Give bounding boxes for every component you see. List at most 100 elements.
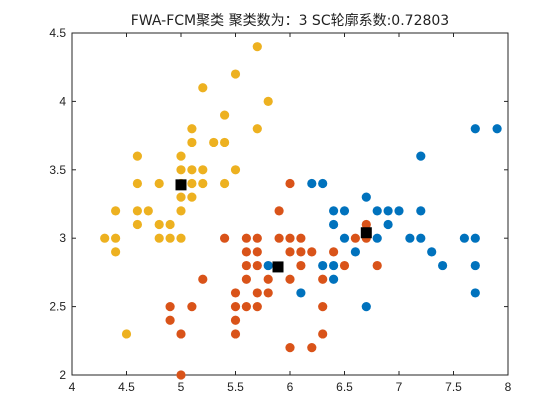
data-point-cluster-2: [296, 247, 306, 257]
data-point-cluster-1: [132, 219, 142, 230]
x-tick-label: 4: [69, 380, 76, 394]
data-point-cluster-1: [154, 178, 164, 189]
data-point-cluster-2: [220, 233, 230, 243]
data-point-cluster-2: [263, 274, 273, 284]
x-tick-label: 5.5: [227, 380, 244, 394]
data-point-cluster-1: [198, 165, 208, 175]
data-point-cluster-2: [296, 260, 306, 271]
data-point-cluster-1: [252, 42, 262, 52]
data-point-cluster-1: [176, 206, 186, 216]
x-tick-label: 5: [178, 380, 185, 394]
plot-area: 4 4.5 5 5.5 6 6.5 7 7.5 8 2 2.5 3 3.5 4 4.5: [49, 26, 511, 394]
data-point-cluster-3: [361, 192, 371, 202]
data-point-cluster-3: [350, 247, 360, 257]
data-point-cluster-1: [132, 151, 142, 161]
data-point-cluster-3: [416, 206, 426, 216]
data-point-cluster-2: [318, 302, 328, 312]
data-point-cluster-2: [230, 315, 241, 325]
data-point-cluster-2: [285, 233, 295, 243]
data-point-cluster-3: [492, 124, 502, 134]
data-point-cluster-3: [470, 124, 480, 134]
data-point-cluster-3: [361, 302, 371, 312]
x-tick-label: 4.5: [118, 380, 135, 394]
data-point-cluster-2: [176, 370, 186, 380]
y-tick-label: 2: [59, 368, 66, 382]
data-point-cluster-1: [198, 83, 208, 93]
data-point-cluster-3: [372, 233, 382, 243]
data-point-cluster-3: [470, 233, 480, 243]
data-point-cluster-2: [274, 233, 284, 243]
data-point-cluster-2: [372, 260, 382, 271]
data-point-cluster-1: [187, 165, 197, 175]
data-point-cluster-2: [165, 302, 175, 312]
data-point-cluster-1: [143, 206, 153, 216]
data-point-cluster-1: [187, 137, 197, 148]
data-point-cluster-2: [252, 288, 262, 298]
chart-title: FWA-FCM聚类 聚类数为：3 SC轮廓系数:0.72803: [131, 12, 449, 29]
data-point-cluster-3: [307, 178, 317, 189]
data-point-cluster-2: [252, 233, 262, 243]
data-point-cluster-3: [372, 206, 382, 216]
data-point-cluster-1: [220, 178, 230, 189]
data-point-cluster-1: [198, 178, 208, 189]
x-tick-label: 8: [505, 380, 512, 394]
data-point-cluster-2: [252, 247, 262, 257]
data-point-cluster-2: [252, 260, 262, 271]
data-point-cluster-3: [416, 151, 426, 161]
data-point-cluster-2: [307, 247, 317, 257]
data-point-cluster-1: [165, 233, 175, 243]
data-point-cluster-1: [111, 233, 121, 243]
data-point-cluster-2: [241, 274, 251, 284]
x-tick-label: 7.5: [445, 380, 462, 394]
data-point-cluster-1: [111, 247, 121, 257]
data-point-cluster-1: [111, 206, 121, 216]
data-point-cluster-3: [470, 288, 480, 298]
data-point-cluster-3: [438, 260, 448, 271]
data-point-cluster-2: [252, 302, 262, 312]
data-point-cluster-1: [132, 178, 142, 189]
data-point-cluster-2: [339, 260, 350, 271]
data-point-cluster-1: [176, 233, 186, 243]
y-tick-label: 3.5: [49, 163, 66, 177]
data-point-cluster-2: [329, 247, 339, 257]
data-point-cluster-2: [165, 315, 175, 325]
data-point-cluster-2: [241, 233, 251, 243]
data-point-cluster-1: [187, 192, 197, 202]
data-point-cluster-1: [154, 233, 164, 243]
data-point-cluster-3: [416, 233, 426, 243]
data-point-cluster-2: [230, 329, 241, 339]
y-tick-label: 2.5: [49, 300, 66, 314]
data-point-cluster-2: [285, 247, 295, 257]
data-point-cluster-3: [296, 288, 306, 298]
data-point-cluster-2: [285, 178, 295, 189]
data-point-cluster-2: [361, 219, 371, 230]
data-point-cluster-3: [318, 260, 328, 271]
data-point-cluster-3: [394, 206, 404, 216]
data-point-cluster-2: [230, 288, 241, 298]
data-point-cluster-2: [296, 233, 306, 243]
data-point-cluster-1: [209, 137, 219, 148]
data-point-cluster-3: [339, 233, 350, 243]
data-point-cluster-2: [198, 274, 208, 284]
data-point-cluster-1: [263, 96, 273, 106]
data-point-cluster-2: [318, 329, 328, 339]
data-point-cluster-3: [329, 260, 339, 271]
data-point-cluster-1: [176, 165, 186, 175]
data-point-cluster-1: [132, 206, 142, 216]
data-point-cluster-1: [176, 151, 186, 161]
data-point-cluster-1: [252, 124, 262, 134]
data-point-cluster-3: [427, 247, 437, 257]
data-point-cluster-2: [187, 302, 197, 312]
data-point-cluster-2: [241, 302, 251, 312]
data-point-cluster-3: [470, 260, 480, 271]
data-point-cluster-2: [285, 274, 295, 284]
data-point-cluster-3: [263, 260, 273, 271]
data-point-cluster-1: [220, 110, 230, 120]
data-point-cluster-1: [230, 165, 241, 175]
data-point-cluster-2: [241, 247, 251, 257]
data-point-cluster-1: [176, 192, 186, 202]
data-point-cluster-2: [176, 329, 186, 339]
data-point-cluster-1: [187, 124, 197, 134]
cluster-centroid-3: [360, 227, 372, 239]
